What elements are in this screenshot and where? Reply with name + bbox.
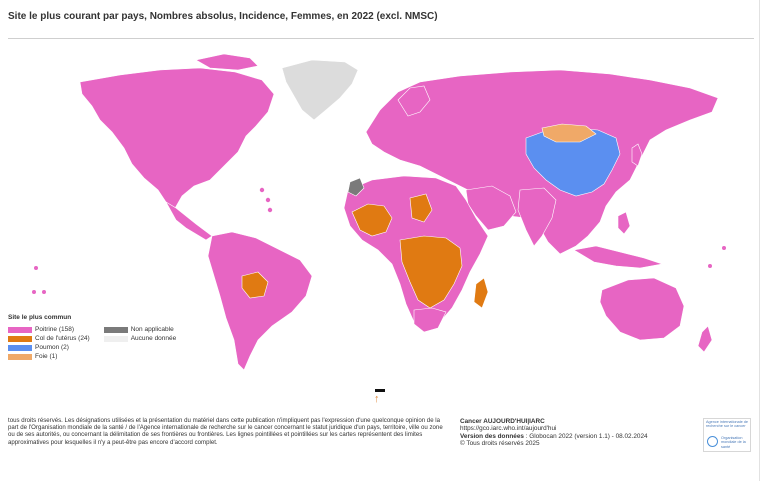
region-scandinavia[interactable] [397,85,431,117]
region-philippines[interactable] [617,211,631,235]
source-url[interactable]: https://gco.iarc.who.int/aujourd'hui [460,425,557,433]
region-pacific-2[interactable] [722,246,726,250]
region-central-america[interactable] [165,201,213,241]
region-north-america[interactable] [79,67,275,211]
legend-swatch-cervix [8,335,32,342]
region-caribbean[interactable] [259,187,265,193]
region-australia[interactable] [599,277,685,341]
who-emblem-icon [707,436,718,447]
title-divider [8,38,754,39]
region-caribbean-3[interactable] [267,207,273,213]
region-new-zealand[interactable] [697,325,713,353]
legend-title: Site le plus commun [8,314,72,321]
legend-label-no-data: Aucune donnée [130,335,177,342]
legend-item-lung[interactable]: Poumon (2) [8,343,90,352]
legend-label-cervix: Col de l'utérus (24) [35,335,90,342]
region-india[interactable] [517,187,557,247]
legend-item-liver[interactable]: Foie (1) [8,352,90,361]
iarc-who-logo: Agence internationale de recherche sur l… [703,418,751,452]
region-west-africa[interactable] [351,203,393,237]
region-japan[interactable] [631,143,643,167]
scale-bar [375,389,385,392]
legend-swatch-breast [8,326,32,333]
legend-item-no-data[interactable]: Aucune donnée [103,334,177,343]
iarc-logo-text: Agence internationale de recherche sur l… [706,420,749,429]
map-title: Site le plus courant par pays, Nombres a… [8,11,438,22]
region-pacific-3[interactable] [34,266,38,270]
legend-swatch-lung [8,344,32,351]
legend-swatch-liver [8,353,32,360]
world-map[interactable] [0,40,768,380]
map-legend: Site le plus commun Poitrine (158) Col d… [8,314,176,361]
region-pacific-5[interactable] [32,290,36,294]
legend-label-liver: Foie (1) [35,353,58,360]
region-caribbean-2[interactable] [265,197,271,203]
source-version: Version des données : Globocan 2022 (ver… [460,433,648,440]
region-pacific-4[interactable] [42,290,46,294]
disclaimer-text: tous droits réservés. Les désignations u… [8,417,443,446]
region-western-sahara[interactable] [347,177,365,197]
region-arctic-islands[interactable] [195,53,259,71]
legend-label-lung: Poumon (2) [35,344,69,351]
region-central-southern-africa[interactable] [399,235,463,309]
legend-column-2: Non applicable Aucune donnée [103,325,177,361]
legend-column-1: Poitrine (158) Col de l'utérus (24) Poum… [8,325,90,361]
region-south-america[interactable] [207,231,313,371]
version-value: : Globocan 2022 (version 1.1) - 08.02.20… [523,432,648,440]
region-madagascar[interactable] [473,277,489,309]
source-name: Cancer AUJOURD'HUI|IARC [460,418,545,425]
legend-label-breast: Poitrine (158) [35,326,75,333]
legend-item-cervix[interactable]: Col de l'utérus (24) [8,334,90,343]
region-pacific-1[interactable] [708,264,712,268]
region-south-africa[interactable] [413,307,447,333]
legend-label-not-applicable: Non applicable [130,326,174,333]
region-east-africa-north[interactable] [409,193,433,223]
north-arrow-icon: ↑ [374,393,380,405]
source-block: Cancer AUJOURD'HUI|IARC https://gco.iarc… [460,418,648,448]
page-edge-divider [759,0,760,481]
version-label: Version des données [460,432,524,440]
region-indonesia[interactable] [573,245,663,269]
legend-item-breast[interactable]: Poitrine (158) [8,325,90,334]
legend-swatch-no-data [103,335,128,342]
source-copyright: © Tous droits réservés 2025 [460,440,540,448]
region-mongolia[interactable] [541,123,597,143]
region-bolivia[interactable] [241,271,269,299]
legend-item-not-applicable[interactable]: Non applicable [103,325,177,334]
who-logo-text: Organisation mondiale de la santé [721,436,746,449]
region-greenland[interactable] [281,59,359,121]
legend-swatch-not-applicable [103,326,128,333]
